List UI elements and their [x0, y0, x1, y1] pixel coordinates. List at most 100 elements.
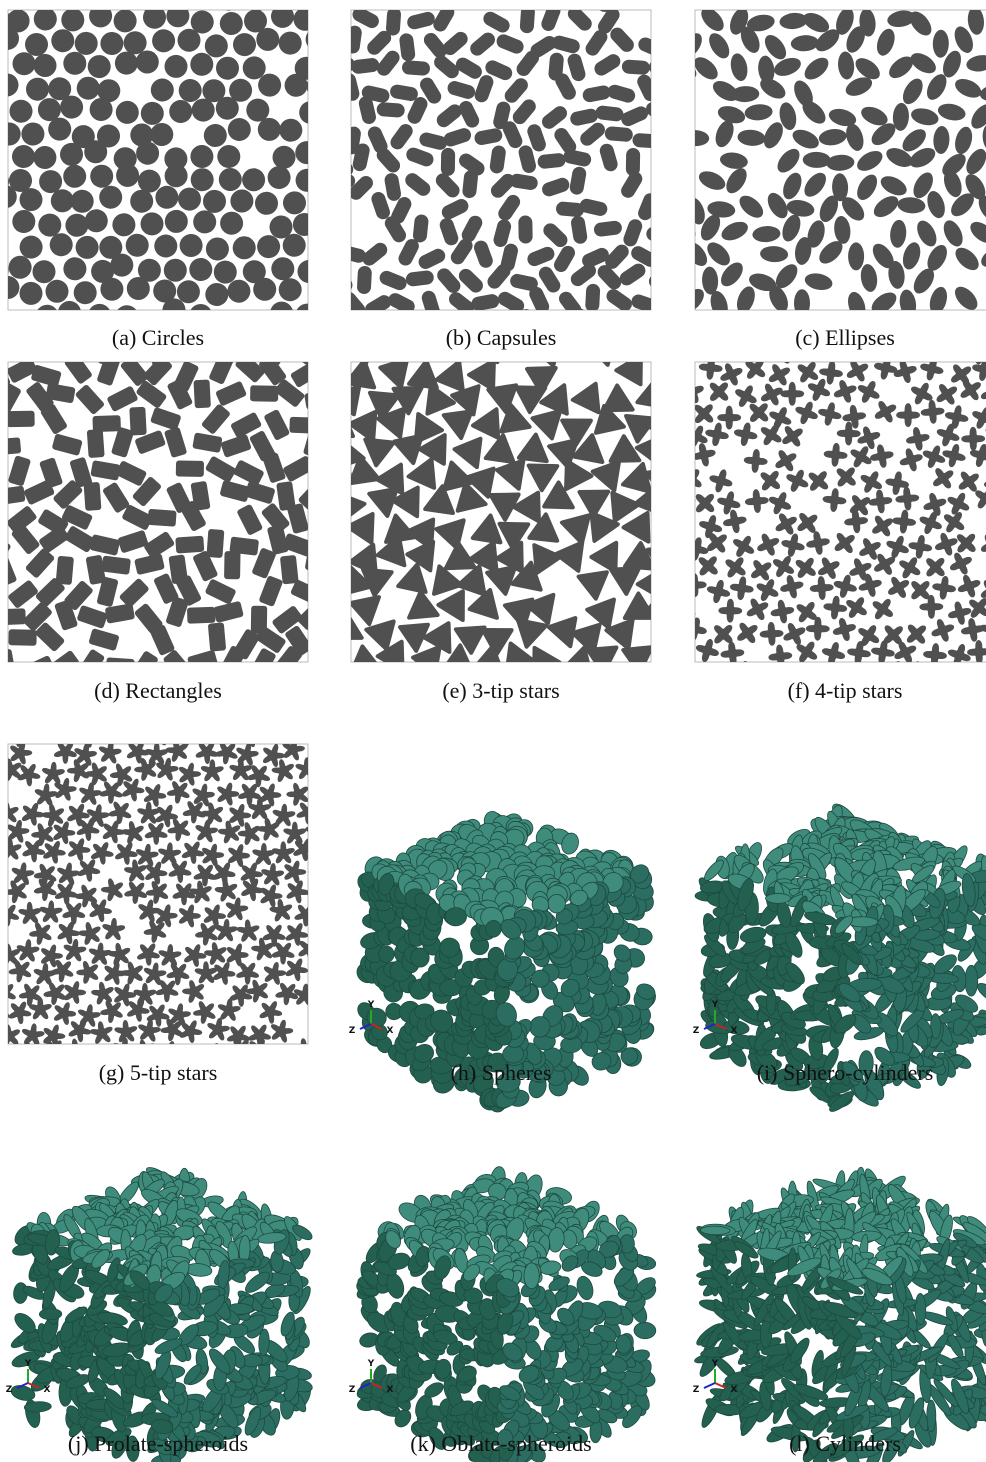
particle: [670, 599, 697, 626]
particle: [322, 460, 352, 492]
particle: [661, 77, 691, 107]
particle: [308, 646, 326, 675]
particle: [914, 0, 942, 9]
particle: [261, 672, 292, 703]
particle: [652, 150, 666, 178]
particle: [314, 356, 340, 388]
particle: [175, 536, 204, 554]
particle: [318, 324, 355, 361]
particle: [669, 643, 697, 671]
particle: [515, 0, 545, 4]
particle: [190, 0, 213, 8]
caption: (i) Sphero-cylinders: [757, 1060, 934, 1085]
particle: [524, 1263, 539, 1289]
particle: [392, 674, 429, 711]
particle: [619, 332, 650, 360]
particle: [917, 334, 948, 365]
particle: [358, 0, 378, 10]
particle: [0, 299, 6, 328]
particle: [577, 673, 612, 709]
particle: [33, 679, 64, 702]
axis-label: Y: [24, 1359, 32, 1369]
particle: [0, 608, 26, 625]
particle: [519, 5, 535, 34]
particle: [402, 60, 431, 76]
particle: [664, 171, 695, 194]
particle: [57, 718, 81, 743]
axis-label: Y: [367, 1359, 375, 1369]
particle: [306, 720, 337, 751]
axis-label: X: [44, 1385, 51, 1395]
particle: [289, 417, 318, 434]
particle: [0, 405, 5, 437]
particle: [574, 1274, 595, 1301]
particle: [669, 331, 701, 363]
particle: [706, 662, 740, 696]
caption: (e) 3-tip stars: [442, 678, 559, 703]
particle: [227, 334, 259, 365]
particle: [189, 304, 212, 327]
particle: [230, 683, 259, 701]
particle: [665, 353, 695, 383]
particle: [305, 554, 335, 575]
particle: [648, 548, 678, 575]
particle: [490, 0, 508, 11]
particle: [8, 0, 38, 9]
axis-label: X: [387, 1385, 394, 1395]
particle: [831, 0, 862, 4]
caption: (b) Capsules: [446, 325, 557, 350]
particle: [315, 502, 343, 534]
particle: [315, 943, 341, 970]
particle: [518, 215, 532, 243]
particle: [321, 146, 345, 170]
particle: [0, 626, 6, 656]
caption: (j) Prolate-spheroids: [68, 1431, 248, 1456]
caption: (a) Circles: [112, 325, 204, 350]
axis-label: Y: [711, 1000, 719, 1010]
particle: [663, 285, 684, 316]
particle: [634, 1322, 656, 1339]
particle: [648, 0, 679, 13]
particle: [844, 1208, 854, 1246]
particle: [411, 327, 445, 359]
particle: [39, 1308, 62, 1319]
particle: [606, 662, 644, 699]
particle: [615, 0, 646, 10]
caption: (h) Spheres: [451, 1060, 552, 1085]
particle: [318, 545, 349, 574]
particle: [308, 958, 335, 985]
particle: [665, 267, 697, 293]
particle: [311, 458, 343, 483]
particle: [697, 308, 727, 340]
particle: [8, 629, 36, 645]
caption: (k) Oblate-spheroids: [410, 1431, 591, 1456]
particle: [696, 336, 721, 361]
particle: [652, 643, 689, 680]
particle: [357, 266, 372, 295]
particle: [696, 0, 727, 10]
caption: (l) Cylinders: [789, 1431, 901, 1456]
particles: [354, 1165, 659, 1462]
particle: [908, 313, 933, 345]
particle: [656, 509, 686, 541]
axis-label: Z: [6, 1385, 13, 1395]
particle: [940, 313, 969, 331]
particle: [647, 333, 679, 362]
particle: [654, 349, 692, 386]
particle: [621, 59, 650, 75]
particle: [306, 917, 335, 945]
particle: [6, 411, 34, 427]
particle: [317, 638, 349, 667]
particle: [585, 284, 600, 313]
figure: (a) Circles(b) Capsules(c) Ellipses(d) R…: [0, 0, 986, 1462]
particle: [323, 213, 351, 241]
particle: [270, 1044, 295, 1068]
particle: [0, 329, 6, 361]
particle: [311, 118, 335, 142]
particle: [208, 330, 226, 359]
particle: [264, 334, 289, 366]
particle: [0, 580, 5, 612]
particle: [637, 661, 673, 698]
particle: [306, 74, 331, 99]
particle: [0, 675, 11, 700]
